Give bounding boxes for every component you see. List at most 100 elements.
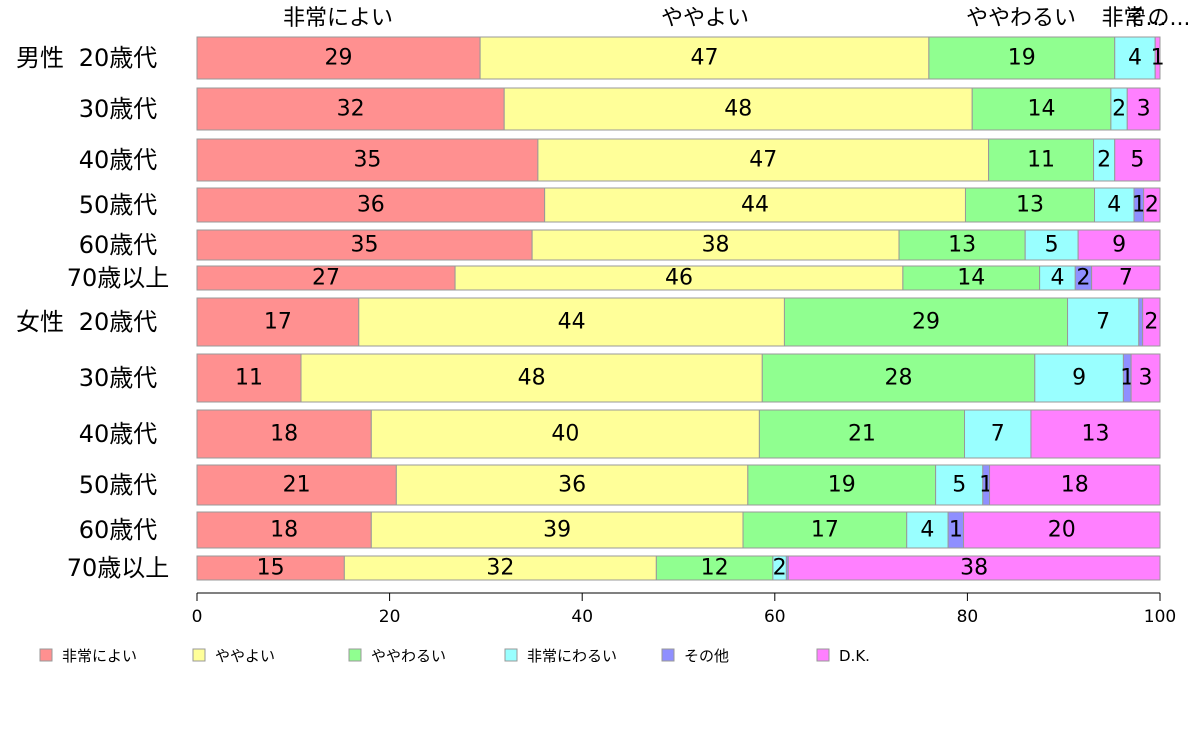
bar-segment [531,229,900,261]
bar-segment [544,187,966,223]
data-label: 18 [270,422,298,447]
data-label: 2 [1144,310,1158,335]
bar-segment [898,229,1026,261]
bar-segment [196,87,505,131]
bar-segment [902,265,1041,291]
data-label: 4 [1107,193,1121,218]
data-label: 7 [991,422,1005,447]
bar-segment [196,229,533,261]
bar-segment [1143,187,1161,223]
bar-segment [537,138,990,182]
bar-segment [988,138,1095,182]
data-label: 20 [1048,518,1076,543]
legend-swatch [504,648,518,662]
data-label: 32 [486,556,514,581]
data-label: 2 [1112,97,1126,122]
bar-segment [196,36,481,80]
legend-label: その他 [684,647,729,665]
data-label: 1 [1132,193,1146,218]
data-label: 1 [1151,46,1165,71]
data-label: 7 [1096,310,1110,335]
row-label: 60歳代 [79,231,158,259]
data-label: 9 [1112,233,1126,258]
bar-segment [1030,409,1161,459]
data-label: 5 [1130,148,1144,173]
data-label: 1 [949,518,963,543]
data-label: 5 [952,473,966,498]
bar-segment [196,555,345,581]
top-category-label: ややわるい [966,6,1076,31]
data-label: 39 [543,518,571,543]
data-label: 11 [1027,148,1055,173]
row-label: 50歳代 [79,191,158,219]
data-label: 47 [749,148,777,173]
bar-segment [1114,36,1156,80]
bar-segment [928,36,1116,80]
bar-segment [1142,297,1161,347]
x-tick-label: 40 [571,607,593,627]
data-label: 48 [518,366,546,391]
bar-segment [1138,297,1144,347]
bar-segment [196,511,372,549]
data-label: 13 [948,233,976,258]
bar-segment [343,555,657,581]
legend-swatch [816,648,830,662]
bar-segment [787,555,1161,581]
bar-segment [196,409,372,459]
bar-segment [1039,265,1076,291]
bar-segment [989,464,1161,506]
bar-segment [761,353,1036,403]
row-label: 20歳代 [79,308,158,336]
data-label: 17 [811,518,839,543]
bar-segment [503,87,973,131]
data-label: 47 [691,46,719,71]
data-label: 19 [828,473,856,498]
data-label: 18 [1061,473,1089,498]
data-label: 3 [1137,97,1151,122]
bar-segment [783,297,1069,347]
bar-segment [454,265,904,291]
bar-segment [196,297,360,347]
data-label: 5 [1045,233,1059,258]
legend-label: ややわるい [371,647,446,665]
group-label: 男性 [16,44,64,72]
data-label: 2 [1097,148,1111,173]
data-label: 4 [1050,266,1064,291]
top-category-label: ややよい [661,6,749,31]
data-label: 21 [848,422,876,447]
data-label: 35 [351,233,379,258]
legend-label: 非常にわるい [527,647,617,665]
bar-segment [1034,353,1124,403]
legend-label: ややよい [215,647,275,665]
data-label: 32 [337,97,365,122]
row-label: 60歳代 [79,516,158,544]
legend-label: 非常によい [62,647,137,665]
top-category-label: その... [1126,6,1188,31]
top-category-label: 非常によい [283,6,393,31]
bar-segment [196,187,546,223]
data-label: 46 [665,266,693,291]
bar-segment [1130,353,1161,403]
data-label: 2 [773,556,787,581]
data-label: 2 [1076,266,1090,291]
bar-segment [358,297,785,347]
data-label: 48 [724,97,752,122]
bar-segment [971,87,1112,131]
data-label: 13 [1016,193,1044,218]
data-label: 29 [912,310,940,335]
data-label: 27 [312,266,340,291]
data-label: 36 [558,473,586,498]
row-label: 50歳代 [79,471,158,499]
bar-segment [747,464,937,506]
bar-segment [935,464,984,506]
legend-swatch [348,648,362,662]
data-label: 2 [1145,193,1159,218]
data-label: 29 [325,46,353,71]
bar-segment [742,511,908,549]
bar-segment [300,353,763,403]
x-tick-label: 0 [192,607,203,627]
x-tick-label: 80 [957,607,979,627]
data-label: 4 [920,518,934,543]
data-label: 14 [1028,97,1056,122]
